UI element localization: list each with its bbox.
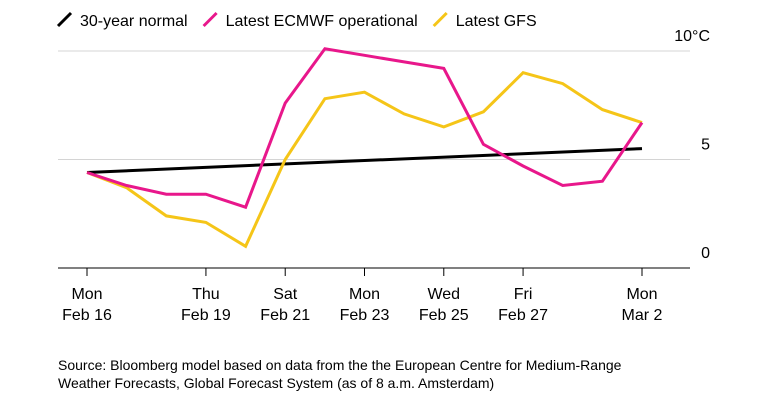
x-tick-label-4-day: Wed — [427, 286, 460, 303]
x-tick-label-2-day: Sat — [273, 286, 298, 303]
x-tick-label-1-day: Thu — [192, 286, 220, 303]
x-tick-label-6-date: Mar 2 — [622, 307, 663, 324]
legend-label-2: Latest GFS — [456, 13, 537, 30]
x-tick-label-3-date: Feb 23 — [340, 307, 390, 324]
legend-swatch-0 — [56, 11, 73, 28]
series-lines — [86, 47, 644, 249]
source-note: Source: Bloomberg model based on data fr… — [58, 357, 622, 391]
legend-label-1: Latest ECMWF operational — [226, 13, 418, 30]
source-line-2: Weather Forecasts, Global Forecast Syste… — [58, 375, 494, 391]
y-axis-tick-labels: 10°C 5 0 — [674, 28, 710, 262]
series-line-latest-gfs — [86, 71, 643, 249]
x-tick-label-2-date: Feb 21 — [260, 307, 310, 324]
chart-legend: 30-year normal Latest ECMWF operational La… — [56, 11, 537, 30]
y-tick-label-1: 5 — [701, 137, 710, 154]
legend-swatch-2 — [432, 11, 448, 28]
series-line-latest-ecmwf-operational — [86, 47, 644, 210]
x-tick-label-5-day: Fri — [514, 286, 533, 303]
x-tick-label-5-date: Feb 27 — [498, 307, 548, 324]
x-tick-label-0-day: Mon — [71, 286, 102, 303]
legend-swatch-1 — [202, 11, 218, 28]
y-tick-label-0: 10°C — [674, 28, 710, 45]
x-tick-label-6-day: Mon — [626, 286, 657, 303]
x-tick-label-1-date: Feb 19 — [181, 307, 231, 324]
x-tick-label-0-date: Feb 16 — [62, 307, 112, 324]
series-line-30-year-normal — [86, 147, 643, 174]
x-tick-label-3-day: Mon — [349, 286, 380, 303]
x-tick-label-4-date: Feb 25 — [419, 307, 469, 324]
y-tick-label-2: 0 — [701, 245, 710, 262]
legend-label-0: 30-year normal — [80, 13, 188, 30]
source-line-1: Source: Bloomberg model based on data fr… — [58, 357, 622, 373]
x-axis: Mon Feb 16 Thu Feb 19 Sat Feb 21 Mon Feb 23 Wed F… — [58, 267, 690, 324]
